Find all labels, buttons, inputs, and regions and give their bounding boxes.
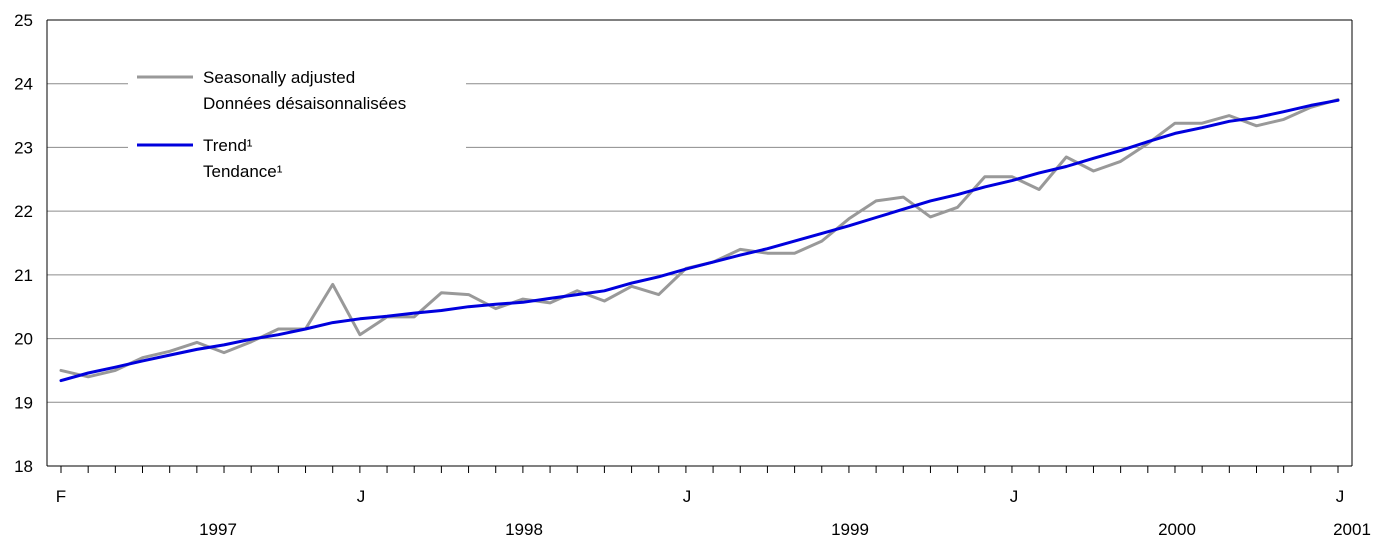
x-year-label-1999: 1999 [831, 520, 869, 539]
y-tick-label-18: 18 [14, 457, 33, 476]
y-tick-label-23: 23 [14, 138, 33, 157]
x-year-label-2001: 2001 [1333, 520, 1371, 539]
x-axis-ticks [60, 466, 1339, 473]
x-month-label-feb: F [56, 487, 66, 506]
x-month-label-jan-1999: J [683, 487, 692, 506]
legend-label-seasonally-adjusted-en: Seasonally adjusted [203, 68, 355, 87]
y-tick-label-20: 20 [14, 330, 33, 349]
x-year-label-2000: 2000 [1158, 520, 1196, 539]
y-tick-label-24: 24 [14, 75, 33, 94]
legend-label-seasonally-adjusted-fr: Données désaisonnalisées [203, 94, 406, 113]
x-month-label-jan-1998: J [357, 487, 366, 506]
x-month-label-jan-2000: J [1010, 487, 1019, 506]
y-tick-label-22: 22 [14, 202, 33, 221]
y-tick-label-21: 21 [14, 266, 33, 285]
axes [46, 19, 1353, 467]
y-tick-label-19: 19 [14, 393, 33, 412]
series-lines [59, 98, 1340, 383]
x-month-label-jan-2001: J [1336, 487, 1345, 506]
y-tick-label-25: 25 [14, 11, 33, 30]
series-line-trend [59, 98, 1340, 383]
legend-label-trend-fr: Tendance¹ [203, 162, 283, 181]
legend-background [128, 62, 466, 197]
legend: Seasonally adjusted Données désaisonnali… [128, 62, 466, 197]
legend-label-trend-en: Trend¹ [203, 136, 253, 155]
y-axis-tick-labels: 18 19 20 21 22 23 24 25 [14, 11, 33, 476]
x-axis-labels: F J J J J 1997 1998 1999 2000 2001 [56, 487, 1371, 539]
x-year-label-1998: 1998 [505, 520, 543, 539]
x-year-label-1997: 1997 [199, 520, 237, 539]
